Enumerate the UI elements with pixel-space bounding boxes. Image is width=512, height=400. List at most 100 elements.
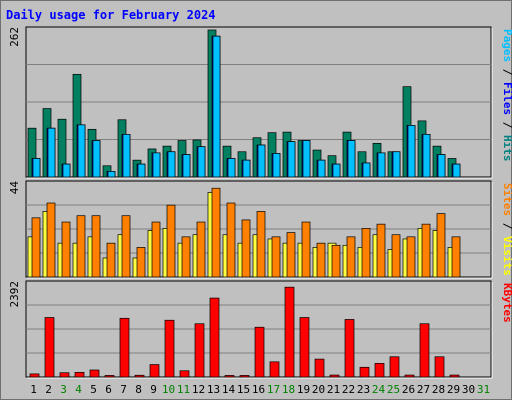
bar-sites [316, 242, 326, 278]
panel-kbytes: 2392 KBytes [8, 280, 512, 379]
bar-kbytes [164, 319, 175, 378]
x-tick-label: 19 [297, 383, 310, 396]
x-tick-label: 25 [387, 383, 400, 396]
x-tick-label: 3 [60, 383, 67, 396]
bar-sites [76, 215, 86, 278]
bar-pages [47, 127, 56, 178]
x-tick-label: 12 [192, 383, 205, 396]
bar-kbytes [59, 372, 70, 378]
bar-pages [302, 140, 311, 178]
legend-entry: KBytes [501, 283, 512, 323]
bar-kbytes [329, 374, 340, 378]
y-max-label: 2392 [8, 281, 21, 308]
legend-entry: Files [501, 82, 512, 115]
bar-kbytes [449, 374, 460, 378]
x-tick-label: 27 [417, 383, 430, 396]
bar-kbytes [389, 356, 400, 378]
bar-sites [391, 234, 401, 278]
x-tick-label: 1 [30, 383, 37, 396]
bar-sites [196, 221, 206, 278]
bar-pages [167, 151, 176, 178]
bar-kbytes [404, 374, 415, 378]
bar-kbytes [134, 374, 145, 378]
bar-kbytes [119, 317, 130, 378]
series-legend: KBytes [501, 283, 512, 323]
bar-sites [181, 236, 191, 278]
bar-sites [121, 215, 131, 278]
bar-pages [77, 124, 86, 178]
bar-sites [346, 236, 356, 278]
bar-sites [91, 215, 101, 278]
x-tick-label: 15 [237, 383, 250, 396]
legend-entry: Sites [501, 183, 512, 216]
x-tick-label: 11 [177, 383, 190, 396]
x-tick-label: 17 [267, 383, 280, 396]
panel-visits_sites: 44 Sites / Visits [8, 180, 512, 279]
x-tick-label: 30 [462, 383, 475, 396]
legend-entry: / [501, 216, 512, 236]
bar-kbytes [359, 366, 370, 378]
series-legend: Pages / Files / Hits [501, 29, 512, 162]
x-tick-label: 26 [402, 383, 415, 396]
bar-pages [317, 159, 326, 178]
x-tick-label: 23 [357, 383, 370, 396]
bar-kbytes [239, 375, 250, 378]
bar-kbytes [344, 319, 355, 378]
bar-sites [166, 204, 176, 278]
chart-title: Daily usage for February 2024 [6, 8, 216, 22]
bar-pages [452, 163, 461, 178]
bar-kbytes [269, 361, 280, 378]
bar-pages [62, 163, 71, 178]
x-tick-label: 8 [135, 383, 142, 396]
bar-pages [362, 162, 371, 178]
x-tick-label: 10 [162, 383, 175, 396]
x-tick-label: 21 [327, 383, 340, 396]
x-tick-label: 28 [432, 383, 445, 396]
bar-sites [226, 202, 236, 278]
bar-pages [287, 141, 296, 178]
bar-kbytes [194, 323, 205, 378]
bar-sites [451, 236, 461, 278]
bar-pages [182, 154, 191, 178]
legend-entry: / [501, 62, 512, 82]
bar-kbytes [299, 317, 310, 378]
x-tick-label: 9 [150, 383, 157, 396]
bar-sites [331, 244, 341, 278]
bar-sites [106, 242, 116, 278]
panel-hits_files_pages: 262 Pages / Files / Hits [8, 26, 512, 179]
bar-sites [136, 247, 146, 278]
bar-pages [122, 134, 131, 178]
bar-pages [107, 171, 116, 178]
y-max-label: 44 [8, 181, 21, 195]
bar-pages [392, 151, 401, 178]
bar-kbytes [434, 356, 445, 378]
bar-sites [376, 223, 386, 278]
bar-sites [61, 221, 71, 278]
x-tick-label: 4 [75, 383, 82, 396]
bar-sites [436, 213, 446, 278]
x-tick-label: 24 [372, 383, 386, 396]
bar-sites [211, 187, 221, 278]
bar-pages [137, 163, 146, 178]
bar-sites [46, 202, 56, 278]
bar-kbytes [374, 363, 385, 378]
bar-kbytes [104, 375, 115, 378]
bar-pages [437, 154, 446, 178]
x-axis: 1 2 3 4 5 6 7 8 9 10 11 12 13 14 15 16 17 18 19 20 21 22 23 24 2… [30, 383, 490, 396]
x-tick-label: 7 [120, 383, 127, 396]
bar-sites [406, 236, 416, 278]
bar-sites [151, 221, 161, 278]
legend-entry: / [501, 115, 512, 135]
bar-kbytes [314, 358, 325, 378]
x-tick-label: 22 [342, 383, 355, 396]
bar-sites [31, 217, 41, 278]
x-tick-label: 6 [105, 383, 112, 396]
bar-pages [212, 35, 221, 178]
bar-pages [347, 140, 356, 178]
x-tick-label: 2 [45, 383, 52, 396]
x-tick-label: 31 [477, 383, 490, 396]
bar-kbytes [284, 286, 295, 378]
bar-sites [256, 211, 266, 278]
bar-pages [377, 152, 386, 178]
x-tick-label: 20 [312, 383, 325, 396]
